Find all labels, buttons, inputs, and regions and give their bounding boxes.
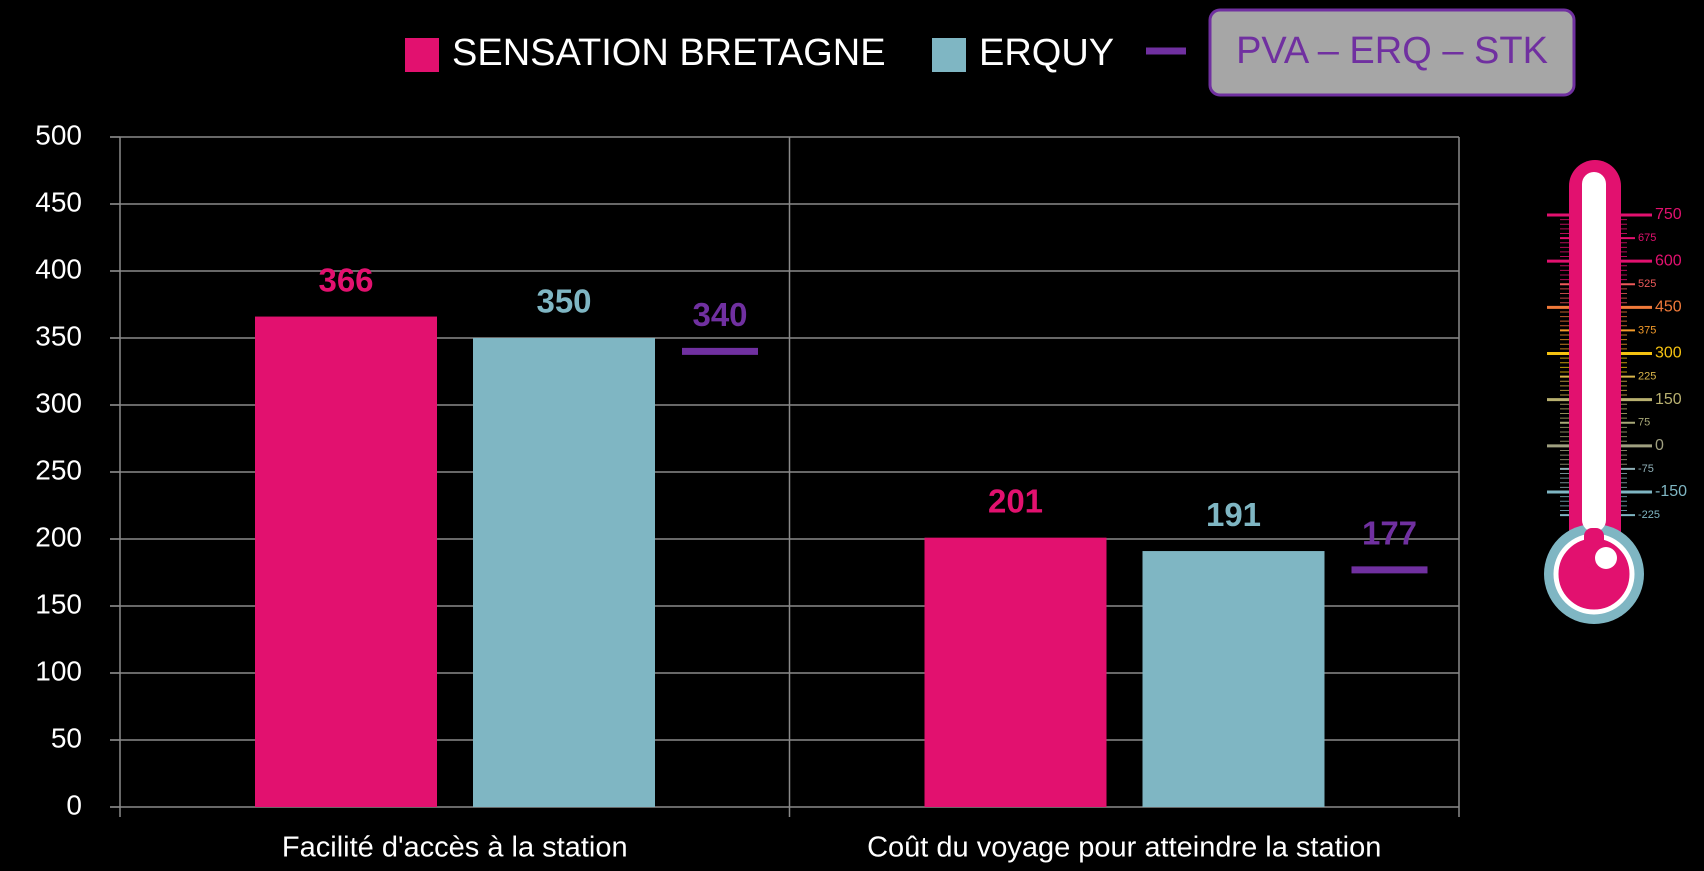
thermometer-tick-label: 0 — [1655, 437, 1664, 454]
legend-swatch — [405, 38, 439, 72]
y-tick-label: 500 — [35, 119, 82, 150]
thermometer — [1544, 160, 1644, 624]
bar — [473, 338, 655, 807]
thermometer-tick-label: 450 — [1655, 299, 1682, 316]
thermometer-tick-label: 675 — [1638, 232, 1656, 244]
value-label: 177 — [1362, 515, 1417, 552]
y-tick-label: 250 — [35, 454, 82, 485]
value-label: 350 — [536, 283, 591, 320]
thermometer-tick-label: 750 — [1655, 206, 1682, 223]
thermometer-highlight — [1595, 547, 1617, 569]
y-tick-label: 200 — [35, 521, 82, 552]
x-tick-label: Facilité d'accès à la station — [282, 832, 628, 864]
y-tick-label: 100 — [35, 655, 82, 686]
thermometer-tick-label: 600 — [1655, 252, 1682, 269]
thermometer-tick-label: 375 — [1638, 324, 1656, 336]
value-label: 201 — [988, 482, 1043, 519]
bar — [1142, 551, 1325, 807]
x-tick-label: Coût du voyage pour atteindre la station — [867, 832, 1381, 864]
thermometer-tick-label: 225 — [1638, 370, 1656, 382]
legend-swatch — [932, 38, 966, 72]
y-tick-label: 0 — [66, 789, 82, 820]
thermometer-tick-label: 525 — [1638, 278, 1656, 290]
thermometer-tick-label: -150 — [1655, 483, 1687, 500]
legend-box — [1208, 8, 1576, 97]
thermometer-glass — [1582, 172, 1606, 532]
legend-label: PVA – ERQ – STK — [1236, 30, 1548, 72]
y-tick-label: 400 — [35, 253, 82, 284]
y-tick-label: 50 — [51, 722, 82, 753]
thermometer-tick-label: -225 — [1638, 509, 1660, 521]
legend-label: ERQUY — [979, 32, 1114, 74]
y-tick-label: 150 — [35, 588, 82, 619]
value-label: 191 — [1206, 496, 1261, 533]
bar — [255, 316, 437, 807]
legend-label: SENSATION BRETAGNE — [452, 32, 886, 74]
value-label: 340 — [692, 296, 747, 333]
y-tick-label: 300 — [35, 387, 82, 418]
thermometer-tick-label: 300 — [1655, 345, 1682, 362]
value-label: 366 — [318, 261, 373, 298]
thermometer-tick-label: 75 — [1638, 417, 1650, 429]
thermometer-tick-label: -75 — [1638, 463, 1654, 475]
y-tick-label: 350 — [35, 320, 82, 351]
y-tick-label: 450 — [35, 186, 82, 217]
thermometer-tick-label: 150 — [1655, 391, 1682, 408]
bar — [924, 537, 1107, 807]
